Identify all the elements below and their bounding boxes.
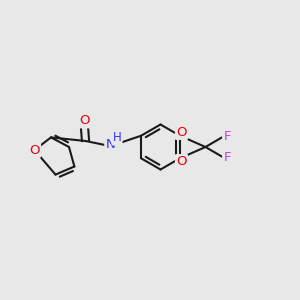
Text: N: N: [106, 138, 115, 151]
Text: O: O: [29, 143, 40, 157]
Text: F: F: [223, 151, 231, 164]
Text: O: O: [79, 114, 89, 127]
Text: O: O: [176, 155, 187, 168]
Text: H: H: [112, 131, 122, 144]
Text: O: O: [176, 126, 187, 139]
Text: F: F: [223, 130, 231, 143]
